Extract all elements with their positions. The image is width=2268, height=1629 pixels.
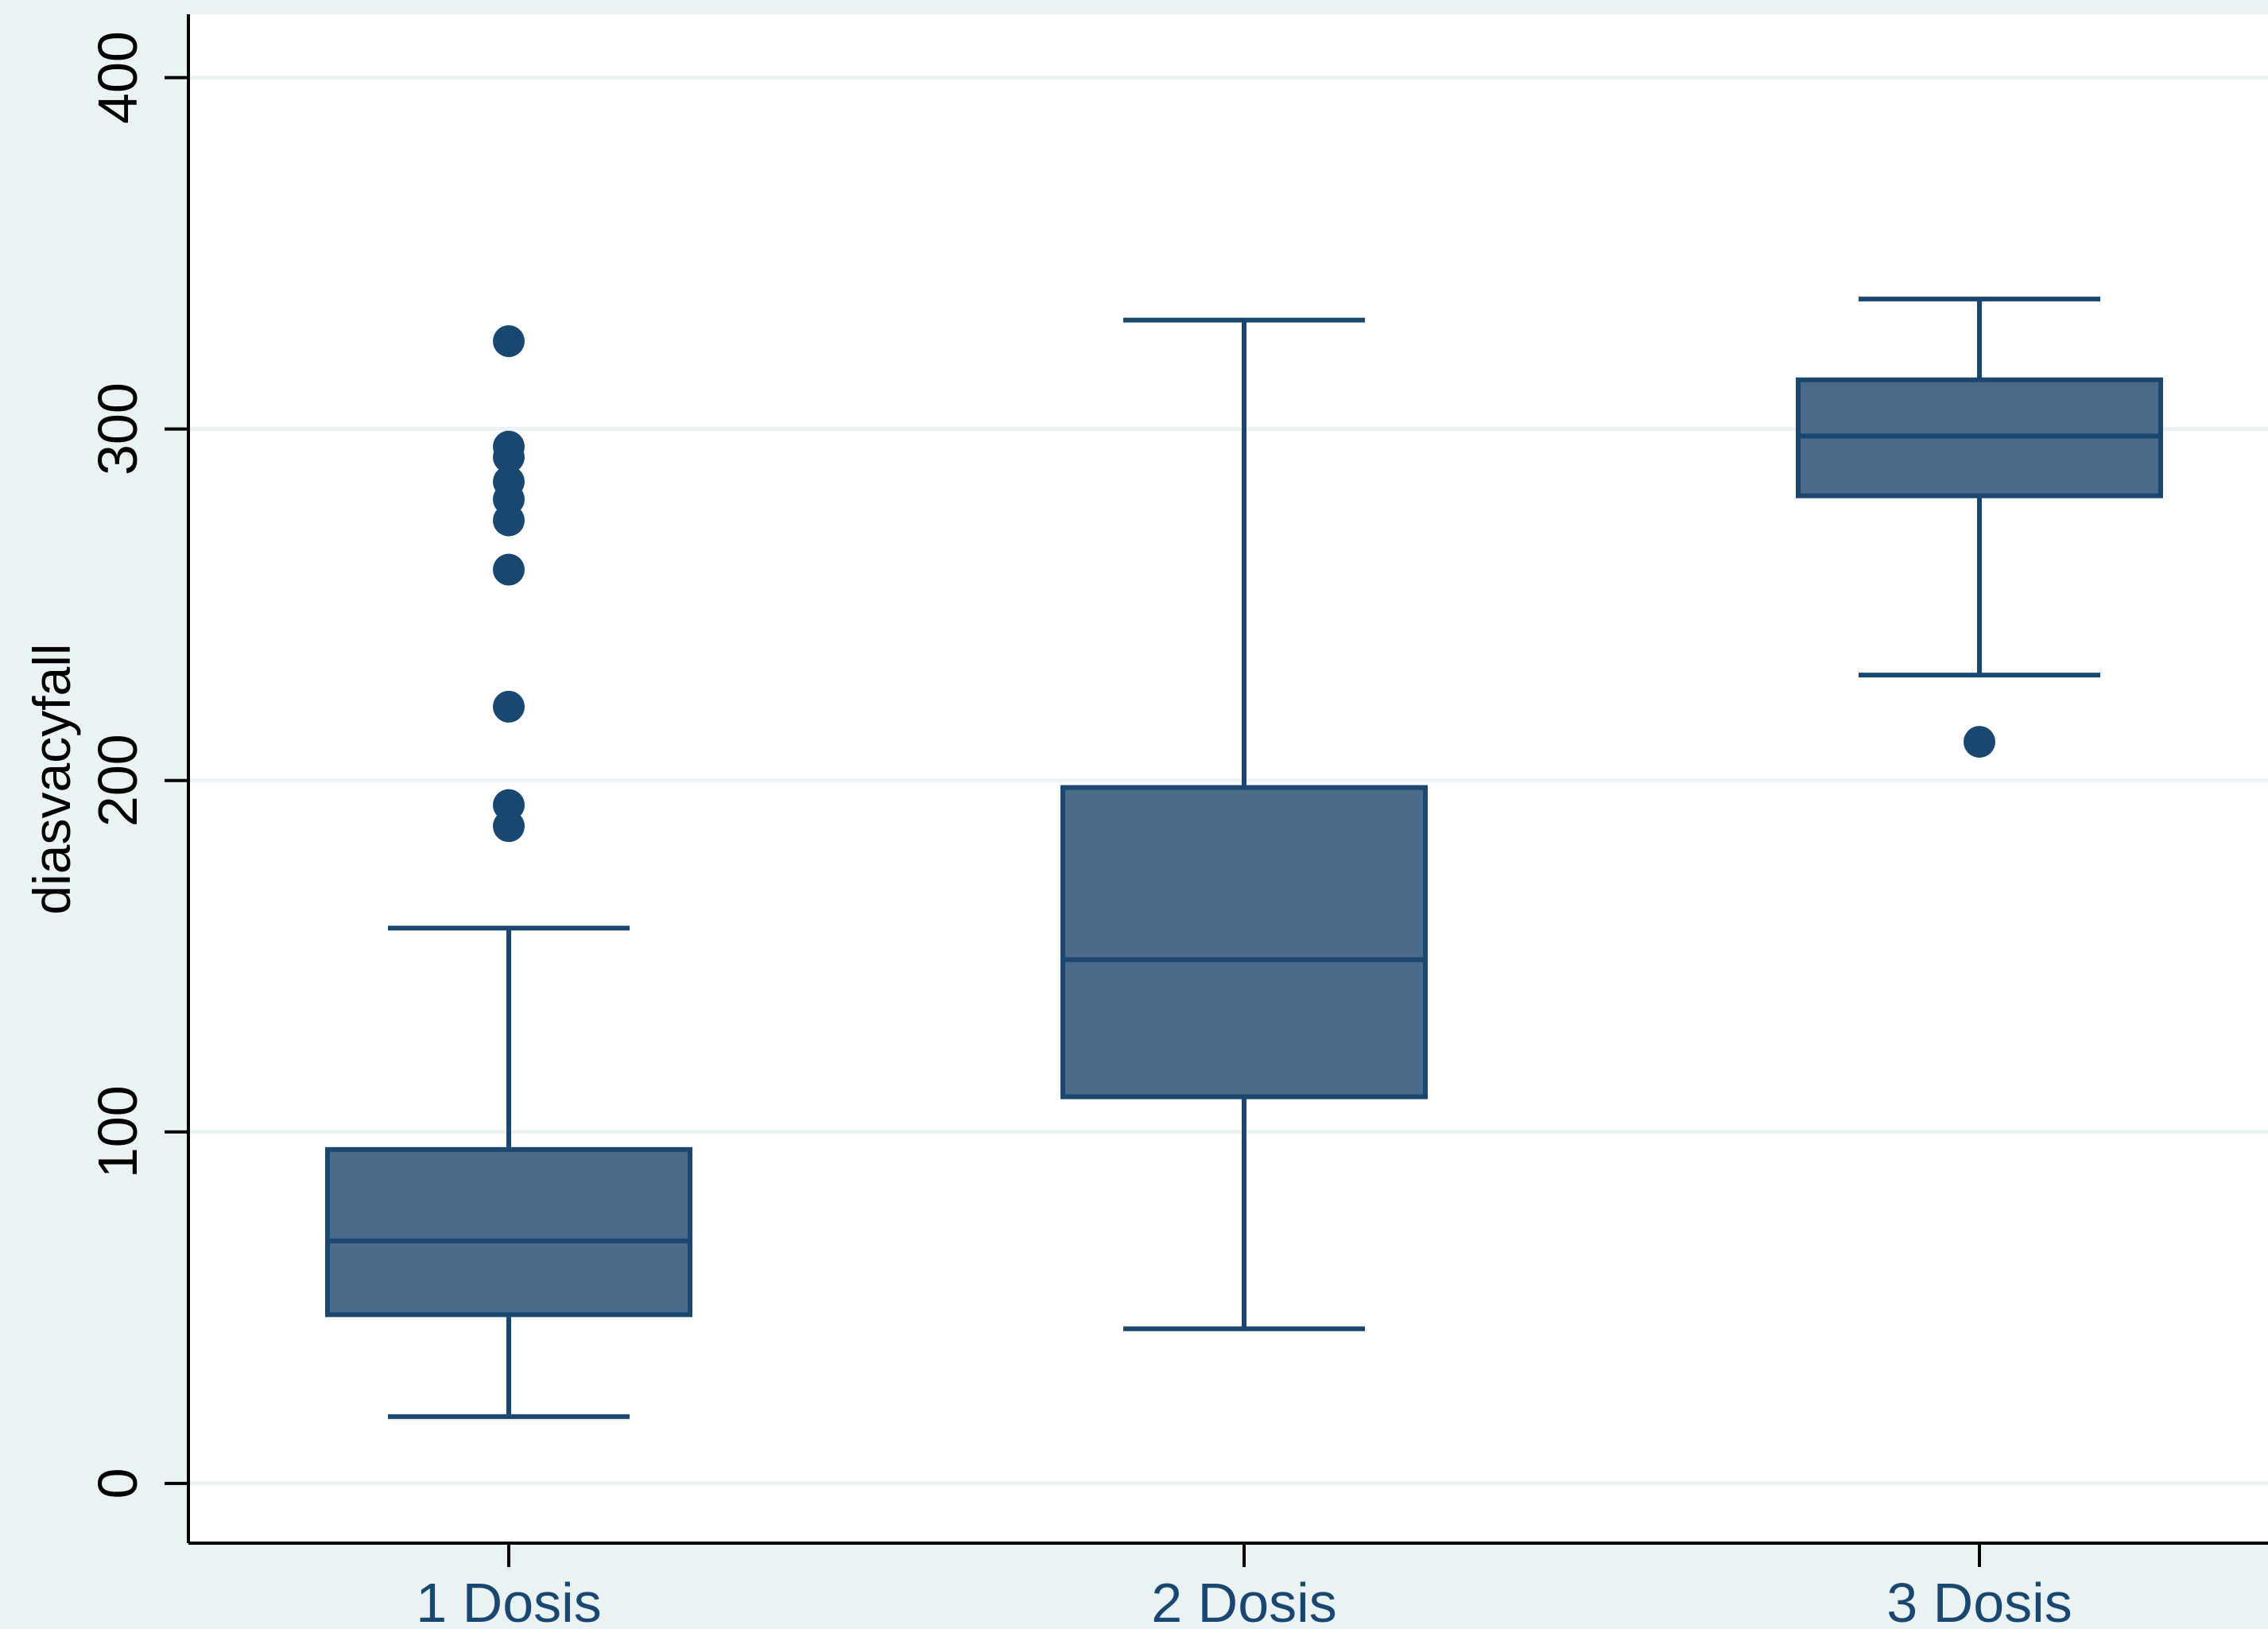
y-axis-title: diasvacyfall (22, 643, 81, 914)
x-category-label-3: 3 Dosis (1886, 1572, 2072, 1629)
box-1 (325, 325, 692, 1419)
outlier-point (493, 690, 525, 723)
y-tick-label-300: 300 (87, 382, 149, 475)
x-category-labels: 1 Dosis 2 Dosis 3 Dosis (416, 1543, 2072, 1629)
box-2 (1060, 317, 1428, 1332)
outlier-point (493, 325, 525, 358)
y-tick-label-0: 0 (87, 1468, 149, 1499)
x-category-label-1: 1 Dosis (416, 1572, 601, 1629)
x-category-label-2: 2 Dosis (1151, 1572, 1336, 1629)
iqr-box (325, 1146, 692, 1317)
y-tick-label-100: 100 (87, 1085, 149, 1178)
gridlines (188, 76, 2268, 1486)
y-tick-label-400: 400 (87, 31, 149, 124)
outlier-point (493, 430, 525, 463)
outlier-point (493, 789, 525, 821)
boxes (325, 297, 2163, 1419)
box-3 (1796, 297, 2163, 758)
y-tick-label-200: 200 (87, 734, 149, 827)
outlier-point (493, 465, 525, 498)
y-ticks: 0 100 200 300 400 (87, 31, 188, 1499)
outlier-point (1964, 726, 1995, 758)
iqr-box (1060, 785, 1428, 1100)
outlier-point (493, 553, 525, 586)
axes (187, 14, 2268, 1545)
